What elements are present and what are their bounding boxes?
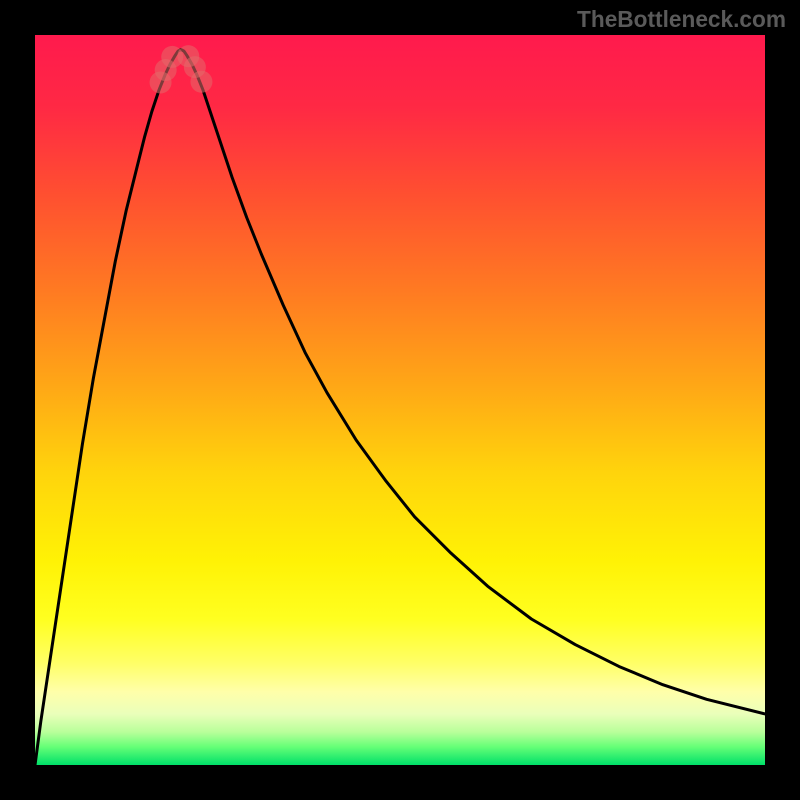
curve-dots (150, 45, 213, 93)
curve-layer (35, 35, 765, 765)
chart-outer: TheBottleneck.com (0, 0, 800, 800)
curve-dot (190, 71, 212, 93)
plot-area (35, 35, 765, 765)
watermark-text: TheBottleneck.com (577, 6, 786, 33)
bottleneck-curve (35, 50, 765, 765)
